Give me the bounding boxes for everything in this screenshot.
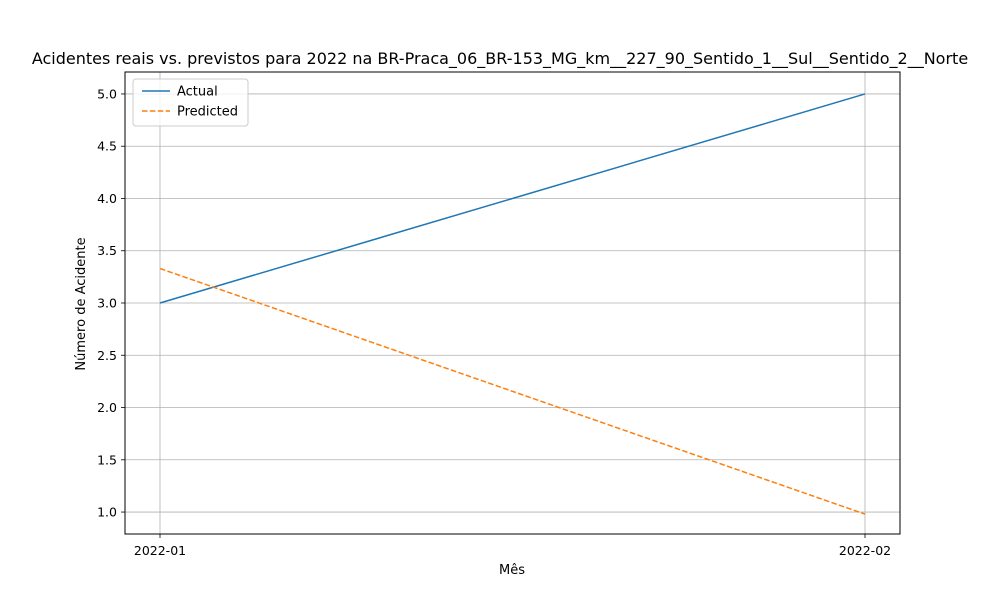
x-tick-label: 2022-01 <box>134 543 186 558</box>
y-axis-label: Número de Acidente <box>74 237 89 370</box>
y-tick-label: 1.0 <box>97 505 117 520</box>
x-axis: 2022-01 2022-02 <box>134 534 891 558</box>
y-tick-label: 2.0 <box>97 400 117 415</box>
legend-label-predicted: Predicted <box>177 105 238 120</box>
series-layer <box>159 93 866 515</box>
y-tick-label: 3.0 <box>97 296 117 311</box>
legend-label-actual: Actual <box>177 85 218 100</box>
y-tick-label: 2.5 <box>97 348 117 363</box>
x-tick-label: 2022-02 <box>839 543 891 558</box>
series-line-predicted <box>159 267 866 515</box>
legend: Actual Predicted <box>132 78 249 127</box>
y-tick-label: 4.0 <box>97 191 117 206</box>
y-tick-label: 5.0 <box>97 86 117 101</box>
y-tick-label: 3.5 <box>97 243 117 258</box>
y-axis: 1.0 1.5 2.0 2.5 3.0 3.5 4.0 4.5 5.0 <box>97 86 125 520</box>
series-line-actual <box>159 93 866 304</box>
y-tick-label: 4.5 <box>97 139 117 154</box>
x-axis-label: Mês <box>499 563 525 578</box>
plot-area <box>124 71 901 535</box>
chart-title: Acidentes reais vs. previstos para 2022 … <box>32 49 968 69</box>
y-tick-label: 1.5 <box>97 452 117 467</box>
grid <box>125 72 900 534</box>
